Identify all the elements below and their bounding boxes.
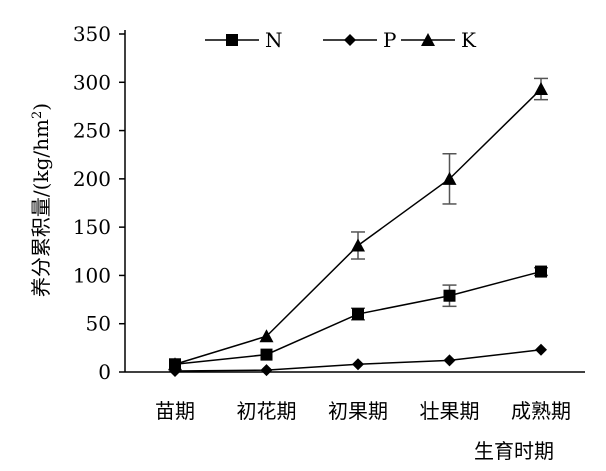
data-point	[442, 171, 457, 185]
y-tick-label: 0	[98, 360, 111, 384]
x-category-label: 苗期	[155, 399, 195, 423]
x-axis-title: 生育时期	[474, 439, 554, 463]
legend-label: P	[383, 28, 396, 52]
data-point	[443, 354, 456, 367]
y-axis-title: 养分累积量/(kg/hm2)	[29, 103, 53, 297]
data-point	[535, 343, 547, 356]
y-tick-label: 300	[73, 70, 111, 94]
data-point	[535, 265, 547, 278]
data-point	[352, 308, 364, 321]
legend-marker	[421, 33, 435, 46]
data-point	[443, 289, 456, 302]
series-K	[168, 77, 548, 371]
legend-label: N	[265, 28, 283, 52]
data-point	[259, 329, 274, 343]
axes	[124, 30, 585, 373]
x-category-label: 壮果期	[420, 399, 480, 423]
y-axis-title-sup: 2	[30, 111, 45, 119]
y-tick-label: 150	[73, 215, 111, 239]
data-point	[534, 82, 548, 96]
legend-label: K	[461, 28, 477, 52]
legend-marker	[344, 34, 356, 46]
data-point	[168, 357, 182, 371]
y-tick-label: 200	[73, 167, 111, 191]
y-tick-label: 50	[86, 312, 111, 336]
data-point	[351, 238, 365, 252]
x-category-label: 初果期	[328, 399, 388, 423]
data-point	[260, 348, 273, 361]
y-tick-label: 250	[73, 119, 111, 143]
y-axis-ticks: 0 50 100 150 200 250 300 350	[73, 22, 125, 384]
y-tick-label: 350	[73, 22, 111, 46]
data-point	[352, 358, 364, 371]
legend-item-N: N	[205, 28, 283, 52]
x-category-label: 初花期	[237, 399, 297, 423]
x-axis-categories: 苗期 初花期 初果期 壮果期 成熟期	[155, 399, 571, 423]
legend-marker	[226, 34, 238, 46]
y-axis-title-main: 养分累积量/(kg/hm	[29, 119, 53, 297]
x-category-label: 成熟期	[511, 399, 571, 423]
series-N	[169, 265, 548, 371]
series-line	[174, 88, 542, 365]
y-tick-label: 100	[73, 263, 111, 287]
legend-item-K: K	[401, 28, 477, 52]
legend-item-P: P	[323, 28, 396, 52]
data-point	[260, 364, 273, 377]
series-layer	[168, 77, 548, 378]
y-axis-title-tail: )	[29, 103, 53, 111]
